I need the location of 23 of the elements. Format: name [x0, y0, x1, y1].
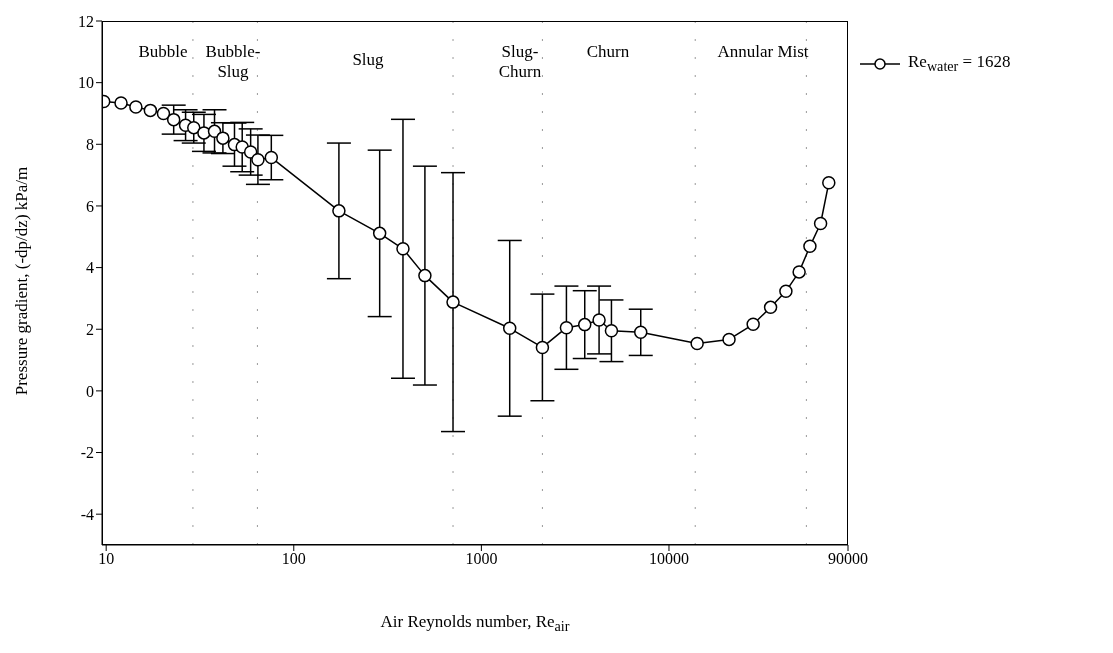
x-axis-title: Air Reynolds number, Re$_{air}$: [379, 612, 571, 636]
annotation: Bubble: [138, 42, 188, 61]
annotation: Churn: [585, 42, 631, 62]
x-tick-label: 100: [281, 550, 306, 568]
y-axis-title: Pressure gradient, (-dp/dz) kPa/m: [12, 165, 32, 398]
annotation: Bubble- Slug: [205, 42, 261, 81]
y-tick-label: -2: [80, 444, 94, 462]
y-tick-label: 4: [86, 259, 94, 277]
annotation: Slug- Churn: [497, 42, 543, 82]
y-tick-label: 12: [78, 12, 94, 30]
y-tick-label: 0: [86, 382, 94, 400]
annotation: Slug: [351, 50, 385, 70]
x-tick-label: 1000: [465, 550, 498, 568]
x-tick-label: 10: [98, 550, 115, 568]
y-tick-label: 6: [86, 197, 94, 215]
legend-label: Re$_{water}$ = 1628: [908, 52, 1011, 76]
y-tick-label: 10: [78, 74, 94, 92]
y-tick-label: 2: [86, 320, 94, 338]
y-tick-label: 8: [86, 135, 94, 153]
annotation: Annular Mist: [716, 42, 810, 62]
y-tick-label: -4: [80, 505, 94, 523]
x-tick-label: 90000: [828, 550, 868, 568]
x-tick-label: 10000: [648, 550, 689, 568]
